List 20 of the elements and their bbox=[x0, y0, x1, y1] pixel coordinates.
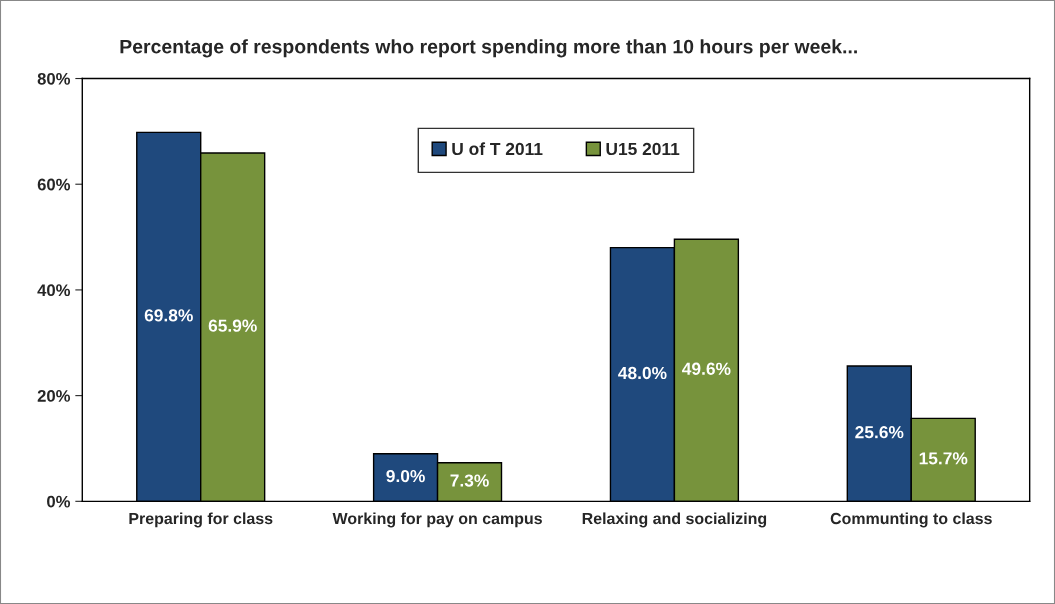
x-tick-label: Preparing for class bbox=[129, 512, 273, 528]
y-tick-label: 40% bbox=[37, 284, 71, 297]
y-tick-label: 20% bbox=[37, 390, 71, 402]
x-tick-label: Relaxing and socializing bbox=[582, 512, 767, 528]
data-label: 15.7% bbox=[919, 452, 968, 465]
data-label: 25.6% bbox=[855, 426, 904, 439]
y-tick-label: 60% bbox=[37, 178, 71, 191]
legend-label: U15 2011 bbox=[606, 142, 680, 156]
x-tick-label: Communting to class bbox=[830, 512, 992, 528]
data-label: 65.9% bbox=[208, 319, 257, 332]
data-label: 49.6% bbox=[682, 362, 731, 375]
data-label: 7.3% bbox=[450, 474, 489, 487]
chart-title: Percentage of respondents who report spending more than 10 hours per week... bbox=[120, 39, 857, 58]
legend-label: U of T 2011 bbox=[452, 142, 543, 156]
data-label: 69.8% bbox=[144, 309, 193, 322]
x-tick-label: Working for pay on campus bbox=[332, 512, 542, 528]
y-tick-label: 0% bbox=[47, 495, 71, 508]
y-tick-label: 80% bbox=[37, 72, 71, 85]
data-label: 9.0% bbox=[386, 469, 425, 483]
data-label: 48.0% bbox=[618, 366, 667, 380]
